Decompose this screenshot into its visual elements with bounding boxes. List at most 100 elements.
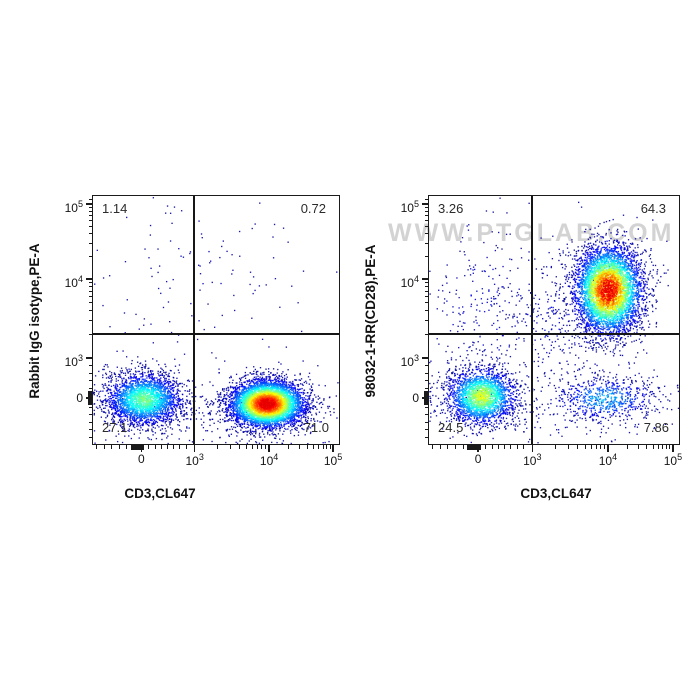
x-axis-minor-tick — [584, 444, 586, 449]
y-axis-minor-tick — [424, 226, 429, 227]
x-axis-minor-tick — [307, 444, 309, 449]
y-axis-minor-tick — [88, 226, 93, 227]
y-axis-minor-tick — [88, 233, 93, 235]
x-axis-minor-tick — [322, 444, 324, 449]
x-axis-minor-tick — [669, 444, 671, 449]
x-axis-minor-tick — [148, 444, 150, 449]
y-axis-minor-tick — [88, 242, 93, 244]
y-axis-minor-tick — [88, 286, 93, 287]
y-axis-minor-tick — [424, 290, 429, 292]
scatter-canvas — [93, 196, 339, 444]
y-axis-minor-tick — [424, 406, 429, 408]
x-axis-minor-tick — [516, 444, 518, 449]
x-axis-minor-tick — [590, 444, 592, 449]
x-axis-minor-tick — [595, 444, 597, 449]
x-axis-minor-tick — [432, 444, 434, 449]
x-axis-minor-tick — [103, 444, 105, 449]
y-axis-minor-tick — [88, 429, 93, 431]
y-axis-minor-tick — [88, 210, 93, 212]
y-axis-minor-tick — [88, 198, 93, 200]
y-axis-minor-tick — [88, 436, 93, 438]
flow-plot-isotype-control: 1.14 0.72 27.1 71.0 Rabbit IgG isotype,P… — [27, 195, 342, 501]
y-axis-tick-label: 103 — [400, 353, 419, 369]
x-axis-minor-tick — [257, 444, 259, 449]
x-axis-minor-tick — [497, 444, 499, 449]
x-axis-minor-tick — [658, 444, 660, 449]
quadrant-stat-top-left: 3.26 — [438, 201, 464, 216]
x-axis-minor-tick — [251, 444, 253, 449]
x-axis-minor-tick — [173, 444, 175, 449]
y-axis-minor-tick — [88, 372, 93, 374]
y-axis-minor-tick — [424, 256, 429, 257]
x-axis-minor-tick — [160, 444, 162, 449]
x-axis-tick-label: 0 — [138, 452, 145, 466]
x-axis-major-tick — [193, 444, 196, 452]
y-axis-minor-tick — [88, 365, 93, 366]
x-axis-minor-tick — [96, 444, 98, 449]
x-axis-tick-label: 103 — [185, 452, 204, 468]
y-axis-major-tick — [85, 203, 93, 205]
x-axis-minor-tick — [666, 444, 668, 449]
x-axis-tick-label: 105 — [663, 452, 683, 468]
x-axis-major-tick — [607, 444, 609, 452]
x-axis-minor-tick — [179, 444, 181, 449]
x-axis-minor-tick — [646, 444, 648, 449]
x-axis-minor-tick — [504, 444, 506, 449]
y-axis-minor-tick — [424, 387, 429, 389]
y-axis-minor-tick — [424, 220, 429, 222]
x-axis-major-tick — [332, 444, 334, 452]
y-axis-minor-tick — [88, 220, 93, 222]
y-axis-minor-tick — [424, 421, 429, 423]
x-axis-minor-tick — [638, 444, 640, 449]
x-axis-tick-label: 104 — [259, 452, 279, 468]
quadrant-stat-bottom-left: 27.1 — [102, 420, 128, 435]
y-axis-minor-tick — [424, 282, 429, 283]
y-axis-minor-tick — [88, 282, 93, 283]
y-axis-minor-tick — [88, 414, 93, 416]
x-axis-minor-tick — [627, 444, 629, 449]
y-axis-tick-label: 105 — [400, 199, 419, 215]
y-axis-minor-tick — [424, 372, 429, 374]
y-axis-minor-tick — [88, 296, 93, 297]
y-axis-minor-tick — [424, 333, 429, 335]
y-axis-minor-tick — [88, 406, 93, 408]
flow-plot-cd28: 3.26 64.3 24.5 7.86 98032-1-RR(CD28),PE-… — [363, 195, 682, 501]
y-axis-minor-tick — [424, 310, 429, 311]
quadrant-gate-vertical — [530, 196, 533, 444]
quadrant-stat-bottom-right: 71.0 — [303, 420, 329, 435]
x-axis-minor-tick — [567, 444, 569, 449]
y-axis-tick-label: 104 — [400, 274, 419, 290]
x-axis-minor-tick — [447, 444, 449, 449]
y-axis-label: 98032-1-RR(CD28),PE-A — [363, 244, 378, 398]
y-axis-minor-tick — [88, 290, 93, 292]
y-axis-minor-tick — [424, 302, 429, 304]
x-axis-minor-tick — [318, 444, 320, 449]
y-axis-major-tick — [421, 357, 429, 359]
y-axis-tick-label: 103 — [64, 353, 83, 369]
x-axis-minor-tick — [299, 444, 301, 449]
x-axis-tick-label: 103 — [523, 452, 542, 468]
x-axis-minor-tick — [229, 444, 231, 449]
x-axis-minor-tick — [577, 444, 579, 449]
x-axis-label: CD3,CL647 — [520, 486, 592, 501]
x-axis-major-tick — [672, 444, 674, 452]
x-axis-minor-tick — [265, 444, 267, 449]
x-axis-minor-tick — [125, 444, 127, 449]
y-axis-minor-tick — [88, 256, 93, 257]
quadrant-stat-bottom-right: 7.86 — [643, 420, 669, 435]
quadrant-gate-vertical — [192, 196, 195, 444]
x-axis-zero-tick-blob — [130, 444, 145, 450]
x-axis-minor-tick — [216, 444, 218, 449]
y-axis-minor-tick — [424, 233, 429, 235]
x-axis-minor-tick — [239, 444, 241, 449]
y-axis-minor-tick — [424, 296, 429, 297]
y-axis-minor-tick — [424, 242, 429, 244]
y-axis-tick-label: 0 — [412, 391, 419, 405]
x-axis-zero-tick-blob — [467, 444, 482, 450]
quadrant-gate-horizontal — [93, 333, 339, 336]
y-axis-major-tick — [85, 357, 93, 359]
y-axis-minor-tick — [424, 286, 429, 287]
x-axis-minor-tick — [462, 444, 464, 449]
y-axis-minor-tick — [424, 436, 429, 438]
x-axis-major-tick — [268, 444, 270, 452]
